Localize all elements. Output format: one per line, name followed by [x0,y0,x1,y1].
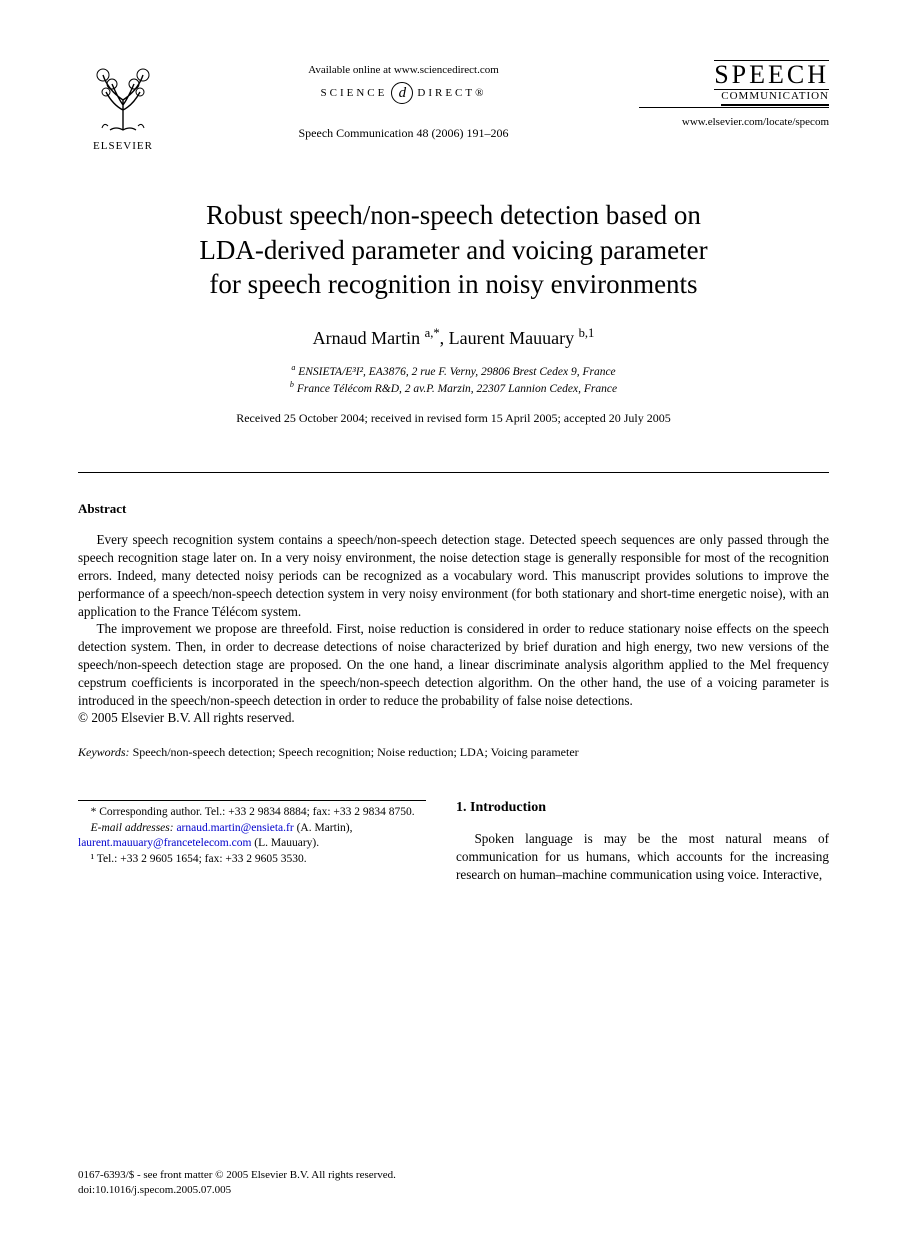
journal-url[interactable]: www.elsevier.com/locate/specom [682,116,829,128]
sd-d-icon: d [391,82,413,104]
sd-left: SCIENCE [321,87,388,99]
page-header: ELSEVIER Available online at www.science… [78,60,829,152]
header-center: Available online at www.sciencedirect.co… [168,60,639,141]
footnotes-column: * Corresponding author. Tel.: +33 2 9834… [78,800,426,883]
abstract-p2: The improvement we propose are threefold… [78,620,829,709]
copyright: © 2005 Elsevier B.V. All rights reserved… [78,709,829,727]
author-1-sup: a,* [425,326,440,340]
elsevier-tree-icon [88,60,158,138]
authors: Arnaud Martin a,*, Laurent Mauuary b,1 [78,326,829,349]
paper-title: Robust speech/non-speech detection based… [78,198,829,302]
email-link-2[interactable]: laurent.mauuary@francetelecom.com [78,837,251,849]
intro-column: 1. Introduction Spoken language is may b… [456,800,829,883]
email-link-1[interactable]: arnaud.martin@ensieta.fr [176,822,293,834]
keywords-label: Keywords: [78,745,130,759]
keywords-text: Speech/non-speech detection; Speech reco… [130,745,579,759]
intro-p1: Spoken language is may be the most natur… [456,830,829,883]
affiliations: a ENSIETA/E³I², EA3876, 2 rue F. Verny, … [78,363,829,398]
sd-right: DIRECT® [417,87,486,99]
footer-line-2: doi:10.1016/j.specom.2005.07.005 [78,1183,396,1198]
citation-line: Speech Communication 48 (2006) 191–206 [299,126,509,141]
horizontal-rule [78,472,829,473]
journal-subtitle: COMMUNICATION [721,90,829,106]
footer-line-1: 0167-6393/$ - see front matter © 2005 El… [78,1168,396,1183]
bottom-columns: * Corresponding author. Tel.: +33 2 9834… [78,800,829,883]
article-dates: Received 25 October 2004; received in re… [78,411,829,426]
journal-rule [639,105,829,108]
title-line-2: LDA-derived parameter and voicing parame… [199,235,707,265]
page-footer: 0167-6393/$ - see front matter © 2005 El… [78,1168,396,1198]
affil-b: France Télécom R&D, 2 av.P. Marzin, 2230… [297,383,617,395]
sciencedirect-logo: SCIENCE d DIRECT® [321,82,487,104]
intro-heading: 1. Introduction [456,800,829,816]
title-line-1: Robust speech/non-speech detection based… [206,200,701,230]
corr-star: * [91,806,100,818]
affil-a: ENSIETA/E³I², EA3876, 2 rue F. Verny, 29… [298,365,615,377]
abstract-body: Every speech recognition system contains… [78,531,829,727]
tel-note: ¹ Tel.: +33 2 9605 1654; fax: +33 2 9605… [78,852,426,868]
journal-block: SPEECH COMMUNICATION www.elsevier.com/lo… [639,60,829,128]
abstract-heading: Abstract [78,501,829,517]
corresponding-author-note: * Corresponding author. Tel.: +33 2 9834… [78,805,426,821]
email-addresses: E-mail addresses: arnaud.martin@ensieta.… [78,821,426,852]
author-1: Arnaud Martin [313,328,420,348]
corr-text: Corresponding author. Tel.: +33 2 9834 8… [99,806,414,818]
publisher-block: ELSEVIER [78,60,168,152]
abstract-p1: Every speech recognition system contains… [78,531,829,620]
author-2-sup: b,1 [579,326,595,340]
email-label: E-mail addresses: [91,822,174,834]
publisher-name: ELSEVIER [93,140,153,152]
title-line-3: for speech recognition in noisy environm… [209,269,697,299]
intro-body: Spoken language is may be the most natur… [456,830,829,883]
tel-text: Tel.: +33 2 9605 1654; fax: +33 2 9605 3… [97,853,307,865]
available-online-text: Available online at www.sciencedirect.co… [308,64,499,76]
author-sep: , [440,328,449,348]
author-2: Laurent Mauuary [449,328,574,348]
journal-title: SPEECH [714,60,829,90]
email2-paren: (L. Mauuary). [251,837,319,849]
email1-paren: (A. Martin), [294,822,353,834]
keywords: Keywords: Speech/non-speech detection; S… [78,745,829,760]
